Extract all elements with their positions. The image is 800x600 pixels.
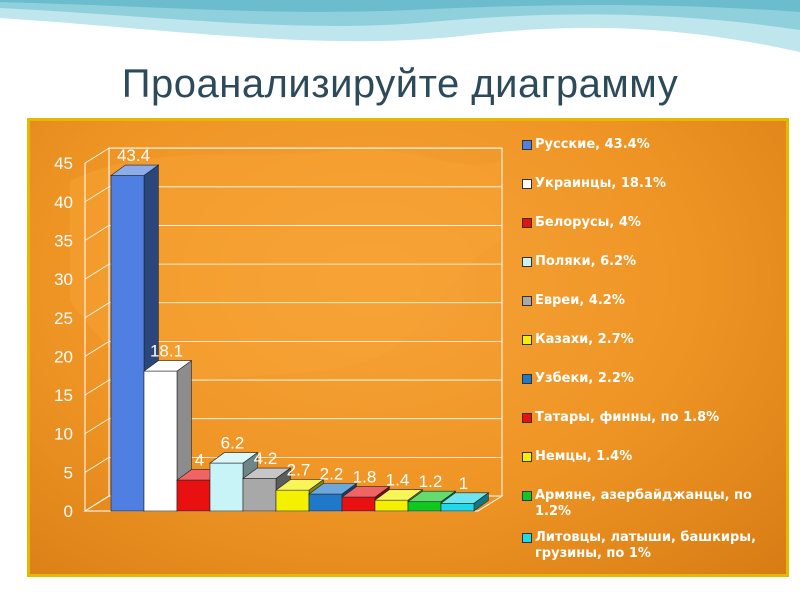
y-tick-label: 45	[54, 154, 73, 173]
legend-item: Узбеки, 2.2%	[522, 371, 784, 387]
data-label: 4.2	[254, 449, 278, 468]
bar-top	[143, 360, 193, 372]
legend-item: Казахи, 2.7%	[522, 332, 784, 348]
legend-item: Украинцы, 18.1%	[522, 176, 784, 192]
data-label: 2.7	[287, 461, 311, 480]
y-tick-label: 40	[54, 193, 73, 212]
legend-label: Армяне, азербайджанцы, по 1.2%	[535, 488, 752, 519]
gridline	[84, 456, 502, 473]
data-label: 2.2	[320, 464, 344, 483]
bar-front	[407, 501, 442, 512]
bar-top	[209, 452, 259, 464]
legend-swatch	[522, 374, 532, 384]
slide-title: Проанализируйте диаграмму	[121, 62, 679, 106]
bar-front	[176, 479, 211, 512]
bar-top	[374, 489, 424, 501]
y-tick-label: 5	[64, 463, 73, 482]
gridline	[84, 186, 502, 203]
bar-top	[407, 490, 457, 503]
legend-swatch	[522, 257, 532, 267]
legend-label: Украинцы, 18.1%	[535, 176, 666, 191]
bar-chart: 0 5 10 15 20 25 30 35 40 45 43.4 18.1 4 6.2 4.2 2.7 2.2 1…	[54, 146, 504, 521]
bar-top	[308, 483, 358, 495]
header-wave-decoration	[0, 0, 800, 52]
bar-top	[242, 467, 292, 479]
legend-label: Татары, финны, по 1.8%	[535, 410, 720, 425]
y-tick-label: 10	[54, 425, 73, 444]
legend-label: Белорусы, 4%	[535, 215, 641, 230]
legend-item: Поляки, 6.2%	[522, 254, 784, 270]
gridline	[84, 147, 502, 164]
legend-label: Литовцы, латыши, башкиры, грузины, по 1%	[535, 530, 757, 561]
bar-front	[308, 493, 343, 512]
data-label: 1	[459, 474, 468, 493]
bar-front	[242, 478, 277, 512]
legend-swatch	[522, 335, 532, 345]
bar-front	[374, 499, 409, 512]
legend-label: Поляки, 6.2%	[535, 254, 637, 269]
bar-front	[209, 462, 244, 512]
legend-swatch	[522, 413, 532, 423]
legend-item: Белорусы, 4%	[522, 215, 784, 231]
gridline	[84, 225, 502, 241]
y-tick-label: 0	[64, 502, 73, 521]
gridline	[84, 302, 502, 319]
legend-item: Русские, 43.4%	[522, 137, 784, 153]
bar-top	[341, 486, 391, 498]
gridline	[84, 263, 502, 280]
legend-label: Узбеки, 2.2%	[535, 371, 634, 386]
legend-swatch	[522, 491, 532, 501]
bar-front	[143, 370, 178, 512]
legend-item: Евреи, 4.2%	[522, 293, 784, 309]
bar-2	[143, 359, 193, 512]
legend-swatch	[522, 452, 532, 462]
legend-item: Татары, финны, по 1.8%	[522, 410, 784, 426]
bar-11	[440, 492, 490, 512]
gridline	[84, 418, 502, 435]
data-label: 6.2	[221, 434, 245, 453]
bar-top	[275, 479, 325, 491]
legend-swatch	[522, 296, 532, 306]
y-tick-label: 20	[54, 347, 73, 366]
gridline	[84, 340, 502, 357]
y-tick-label: 25	[54, 309, 73, 328]
chart-panel: 0 5 10 15 20 25 30 35 40 45 43.4 18.1 4 6.2 4.2 2.7 2.2 1…	[27, 118, 789, 577]
legend-swatch	[522, 179, 532, 189]
data-label: 1.8	[353, 468, 377, 487]
legend-swatch	[522, 218, 532, 228]
gridline	[84, 379, 502, 396]
bar-front	[440, 502, 475, 512]
legend-item: Литовцы, латыши, башкиры, грузины, по 1%	[522, 530, 784, 562]
legend-label: Немцы, 1.4%	[535, 449, 633, 464]
legend-swatch	[522, 140, 532, 150]
bar-front	[110, 175, 145, 512]
data-label: 4	[195, 451, 204, 470]
bar-top	[110, 164, 160, 176]
y-tick-label: 15	[54, 386, 73, 405]
legend-item: Армяне, азербайджанцы, по 1.2%	[522, 488, 784, 520]
data-label: 1.4	[386, 471, 410, 490]
legend-swatch	[522, 533, 532, 543]
y-tick-label: 30	[54, 270, 73, 289]
map-silhouette	[70, 149, 500, 383]
data-label: 18.1	[150, 342, 183, 361]
legend-label: Евреи, 4.2%	[535, 293, 625, 308]
bar-top	[440, 492, 490, 504]
data-label: 1.2	[419, 472, 443, 491]
bar-front	[275, 489, 310, 512]
bar-front	[341, 496, 376, 512]
y-tick-label: 35	[54, 231, 73, 250]
legend-item: Немцы, 1.4%	[522, 449, 784, 465]
legend-label: Казахи, 2.7%	[535, 332, 634, 347]
legend-label: Русские, 43.4%	[535, 137, 650, 152]
data-label: 43.4	[117, 146, 150, 165]
